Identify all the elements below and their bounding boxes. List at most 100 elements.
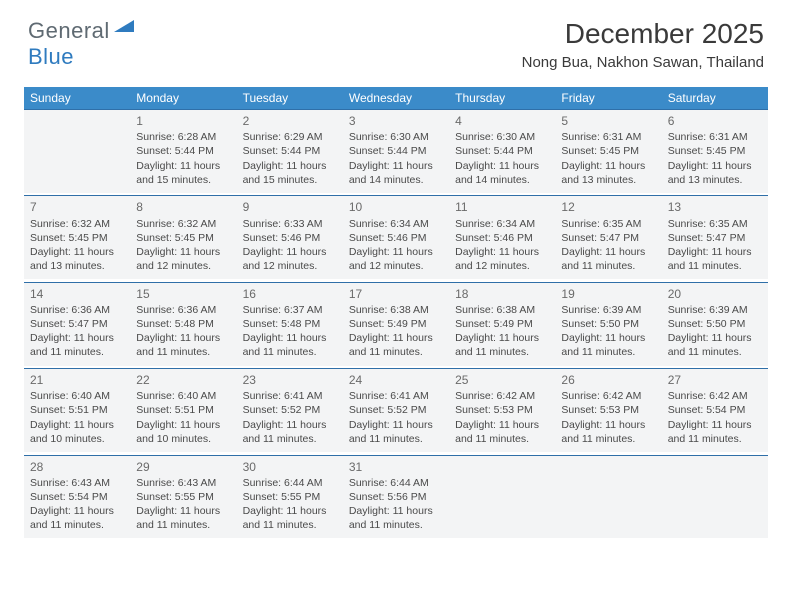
logo-sub: Blue [28, 44, 74, 70]
sunrise-text: Sunrise: 6:34 AM [455, 217, 549, 231]
sunrise-text: Sunrise: 6:36 AM [136, 303, 230, 317]
day-number: 13 [668, 199, 762, 215]
day-number: 29 [136, 459, 230, 475]
daylight-text: Daylight: 11 hours and 11 minutes. [30, 331, 124, 359]
day-number: 2 [243, 113, 337, 129]
week-row: 21Sunrise: 6:40 AMSunset: 5:51 PMDayligh… [24, 369, 768, 452]
sunset-text: Sunset: 5:44 PM [243, 144, 337, 158]
sunrise-text: Sunrise: 6:44 AM [349, 476, 443, 490]
sunrise-text: Sunrise: 6:39 AM [561, 303, 655, 317]
day-cell: 24Sunrise: 6:41 AMSunset: 5:52 PMDayligh… [343, 369, 449, 452]
day-number: 1 [136, 113, 230, 129]
sunrise-text: Sunrise: 6:38 AM [349, 303, 443, 317]
empty-cell [449, 456, 555, 539]
day-number: 26 [561, 372, 655, 388]
day-cell: 9Sunrise: 6:33 AMSunset: 5:46 PMDaylight… [237, 196, 343, 279]
sunset-text: Sunset: 5:47 PM [561, 231, 655, 245]
sunrise-text: Sunrise: 6:35 AM [561, 217, 655, 231]
sunset-text: Sunset: 5:47 PM [668, 231, 762, 245]
daylight-text: Daylight: 11 hours and 12 minutes. [243, 245, 337, 273]
day-cell: 7 Sunrise: 6:32 AMSunset: 5:45 PMDaylight… [24, 196, 130, 279]
day-number: 4 [455, 113, 549, 129]
sunset-text: Sunset: 5:51 PM [30, 403, 124, 417]
day-number: 22 [136, 372, 230, 388]
sunrise-text: Sunrise: 6:30 AM [455, 130, 549, 144]
sunset-text: Sunset: 5:56 PM [349, 490, 443, 504]
sunset-text: Sunset: 5:45 PM [30, 231, 124, 245]
day-cell: 6Sunrise: 6:31 AMSunset: 5:45 PMDaylight… [662, 110, 768, 193]
month-title: December 2025 [522, 18, 764, 50]
sunrise-text: Sunrise: 6:39 AM [668, 303, 762, 317]
sunrise-text: Sunrise: 6:33 AM [243, 217, 337, 231]
sunrise-text: Sunrise: 6:37 AM [243, 303, 337, 317]
sunset-text: Sunset: 5:44 PM [455, 144, 549, 158]
logo-text-blue: Blue [28, 44, 74, 69]
day-number: 14 [30, 286, 124, 302]
empty-cell [24, 110, 130, 193]
day-cell: 20Sunrise: 6:39 AMSunset: 5:50 PMDayligh… [662, 283, 768, 366]
day-number: 31 [349, 459, 443, 475]
sunset-text: Sunset: 5:55 PM [243, 490, 337, 504]
sunrise-text: Sunrise: 6:38 AM [455, 303, 549, 317]
sunset-text: Sunset: 5:53 PM [455, 403, 549, 417]
day-cell: 2Sunrise: 6:29 AMSunset: 5:44 PMDaylight… [237, 110, 343, 193]
sunrise-text: Sunrise: 6:40 AM [136, 389, 230, 403]
day-cell: 18Sunrise: 6:38 AMSunset: 5:49 PMDayligh… [449, 283, 555, 366]
day-number: 10 [349, 199, 443, 215]
sunrise-text: Sunrise: 6:40 AM [30, 389, 124, 403]
day-number: 9 [243, 199, 337, 215]
day-cell: 25Sunrise: 6:42 AMSunset: 5:53 PMDayligh… [449, 369, 555, 452]
day-header-row: SundayMondayTuesdayWednesdayThursdayFrid… [24, 87, 768, 110]
day-number: 8 [136, 199, 230, 215]
day-number: 21 [30, 372, 124, 388]
day-cell: 17Sunrise: 6:38 AMSunset: 5:49 PMDayligh… [343, 283, 449, 366]
day-cell: 10 Sunrise: 6:34 AMSunset: 5:46 PMDayligh… [343, 196, 449, 279]
day-cell: 12Sunrise: 6:35 AMSunset: 5:47 PMDayligh… [555, 196, 661, 279]
daylight-text: Daylight: 11 hours and 11 minutes. [561, 418, 655, 446]
day-number: 3 [349, 113, 443, 129]
daylight-text: Daylight: 11 hours and 10 minutes. [136, 418, 230, 446]
sunset-text: Sunset: 5:55 PM [136, 490, 230, 504]
sunset-text: Sunset: 5:50 PM [668, 317, 762, 331]
sunrise-text: Sunrise: 6:28 AM [136, 130, 230, 144]
day-header: Wednesday [343, 87, 449, 110]
daylight-text: Daylight: 11 hours and 14 minutes. [455, 159, 549, 187]
page-header: General December 2025 Nong Bua, Nakhon S… [0, 0, 792, 77]
day-number: 12 [561, 199, 655, 215]
daylight-text: Daylight: 11 hours and 11 minutes. [30, 504, 124, 532]
daylight-text: Daylight: 11 hours and 12 minutes. [349, 245, 443, 273]
sunrise-text: Sunrise: 6:41 AM [243, 389, 337, 403]
day-cell: 15Sunrise: 6:36 AMSunset: 5:48 PMDayligh… [130, 283, 236, 366]
sunrise-text: Sunrise: 6:44 AM [243, 476, 337, 490]
daylight-text: Daylight: 11 hours and 10 minutes. [30, 418, 124, 446]
sunset-text: Sunset: 5:46 PM [455, 231, 549, 245]
calendar-body: 1Sunrise: 6:28 AMSunset: 5:44 PMDaylight… [24, 110, 768, 539]
sunset-text: Sunset: 5:48 PM [136, 317, 230, 331]
day-number: 7 [30, 199, 124, 215]
sunrise-text: Sunrise: 6:32 AM [30, 217, 124, 231]
daylight-text: Daylight: 11 hours and 11 minutes. [136, 331, 230, 359]
sunrise-text: Sunrise: 6:43 AM [136, 476, 230, 490]
day-cell: 1Sunrise: 6:28 AMSunset: 5:44 PMDaylight… [130, 110, 236, 193]
day-cell: 22Sunrise: 6:40 AMSunset: 5:51 PMDayligh… [130, 369, 236, 452]
daylight-text: Daylight: 11 hours and 11 minutes. [243, 418, 337, 446]
day-number: 25 [455, 372, 549, 388]
daylight-text: Daylight: 11 hours and 12 minutes. [136, 245, 230, 273]
sunset-text: Sunset: 5:54 PM [668, 403, 762, 417]
sunrise-text: Sunrise: 6:29 AM [243, 130, 337, 144]
sunrise-text: Sunrise: 6:34 AM [349, 217, 443, 231]
sunset-text: Sunset: 5:45 PM [561, 144, 655, 158]
daylight-text: Daylight: 11 hours and 11 minutes. [349, 331, 443, 359]
daylight-text: Daylight: 11 hours and 13 minutes. [30, 245, 124, 273]
day-number: 6 [668, 113, 762, 129]
day-cell: 27Sunrise: 6:42 AMSunset: 5:54 PMDayligh… [662, 369, 768, 452]
sunrise-text: Sunrise: 6:36 AM [30, 303, 124, 317]
day-cell: 30Sunrise: 6:44 AMSunset: 5:55 PMDayligh… [237, 456, 343, 539]
logo-text-general: General [28, 18, 110, 44]
sunset-text: Sunset: 5:46 PM [349, 231, 443, 245]
sunset-text: Sunset: 5:45 PM [668, 144, 762, 158]
day-header: Saturday [662, 87, 768, 110]
day-cell: 23Sunrise: 6:41 AMSunset: 5:52 PMDayligh… [237, 369, 343, 452]
sunset-text: Sunset: 5:49 PM [455, 317, 549, 331]
day-number: 20 [668, 286, 762, 302]
